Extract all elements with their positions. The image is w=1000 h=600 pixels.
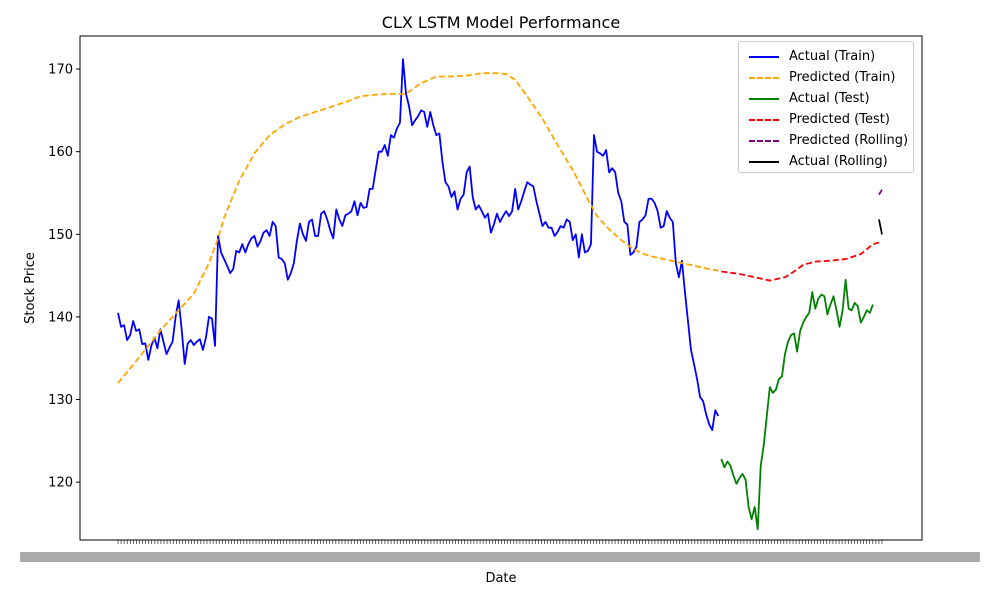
series-line-predicted-train: [117, 72, 719, 384]
series-line-predicted-test: [721, 241, 880, 282]
chart-title: CLX LSTM Model Performance: [382, 13, 620, 32]
legend-item: Actual (Train): [749, 46, 875, 67]
legend-label: Predicted (Rolling): [789, 133, 909, 148]
legend-item: Predicted (Rolling): [749, 130, 908, 151]
series-line-predicted-rolling: [878, 189, 883, 196]
y-tick-label: 170: [48, 63, 73, 78]
legend-swatch: [749, 160, 779, 163]
axes-frame: [79, 35, 923, 541]
legend-item: Predicted (Train): [749, 67, 896, 88]
y-tick-label: 160: [48, 145, 73, 160]
legend-label: Actual (Train): [789, 49, 876, 64]
y-tick-label: 130: [48, 393, 73, 408]
x-axis-label: Date: [485, 571, 516, 586]
legend-item: Predicted (Test): [749, 109, 890, 130]
legend-label: Actual (Rolling): [789, 154, 888, 169]
legend-item: Actual (Rolling): [749, 151, 888, 172]
legend: Actual (Train) Predicted (Train) Actual (T…: [738, 41, 914, 173]
y-axis-label: Stock Price: [23, 252, 38, 324]
legend-swatch: [749, 97, 779, 100]
y-axis: 120 130 140 150 160 170: [48, 63, 80, 491]
y-tick-label: 150: [48, 228, 73, 243]
legend-swatch: [749, 118, 779, 121]
series-layer: [117, 58, 883, 531]
legend-label: Predicted (Test): [789, 112, 890, 127]
legend-label: Predicted (Train): [789, 70, 896, 85]
legend-label: Actual (Test): [789, 91, 870, 106]
legend-swatch: [749, 55, 779, 58]
y-tick-label: 140: [48, 310, 73, 325]
legend-swatch: [749, 139, 779, 142]
series-line-actual-rolling: [878, 219, 883, 235]
series-line-actual-test: [720, 278, 874, 531]
x-axis: [20, 540, 980, 562]
legend-item: Actual (Test): [749, 88, 870, 109]
x-tick-labels-illegible: [20, 552, 980, 562]
plot-area: [79, 35, 923, 541]
legend-swatch: [749, 76, 779, 79]
y-tick-label: 120: [48, 476, 73, 491]
